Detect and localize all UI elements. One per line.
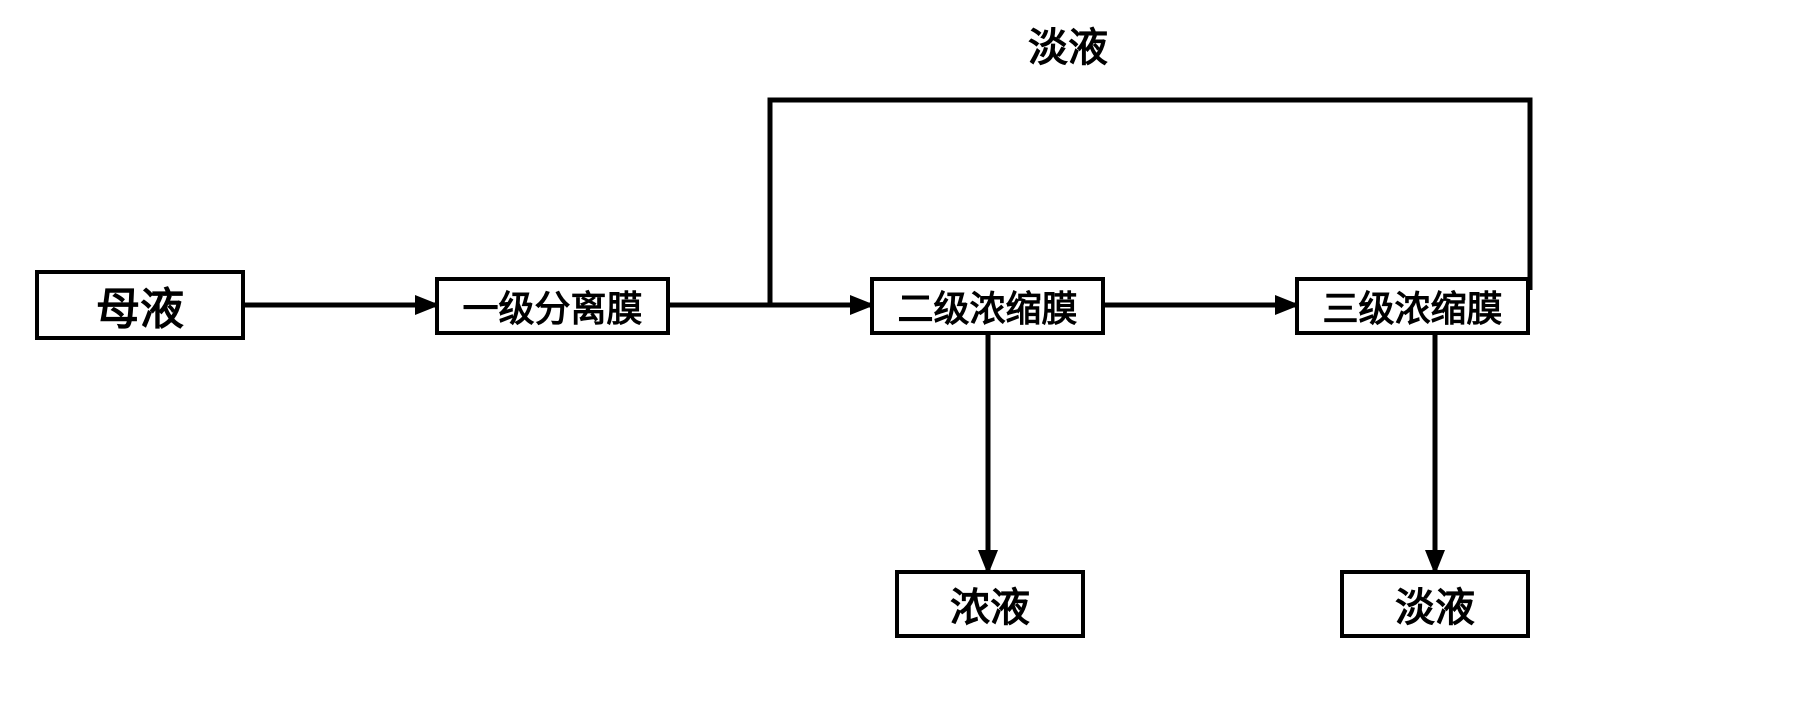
edge-e6 xyxy=(770,100,1530,305)
node-stage3-concentrate: 三级浓缩膜 xyxy=(1295,277,1530,335)
node-label-stage2-concentrate: 二级浓缩膜 xyxy=(897,280,1077,332)
node-label-dilute-out: 淡液 xyxy=(1395,575,1475,633)
node-concentrate-out: 浓液 xyxy=(895,570,1085,638)
node-label-concentrate-out: 浓液 xyxy=(950,575,1030,633)
node-label-stage3-concentrate: 三级浓缩膜 xyxy=(1322,280,1502,332)
node-label-stage1-separation: 一级分离膜 xyxy=(462,280,642,332)
dilute-recycle-label: 淡液 xyxy=(1028,15,1108,73)
process-flowchart: 母液 一级分离膜 二级浓缩膜 三级浓缩膜浓液 淡液 淡液 xyxy=(0,0,1798,702)
node-stage2-concentrate: 二级浓缩膜 xyxy=(870,277,1105,335)
node-mother-liquor: 母液 xyxy=(35,270,245,340)
node-stage1-separation: 一级分离膜 xyxy=(435,277,670,335)
node-dilute-out: 淡液 xyxy=(1340,570,1530,638)
node-label-mother-liquor: 母液 xyxy=(96,273,184,337)
